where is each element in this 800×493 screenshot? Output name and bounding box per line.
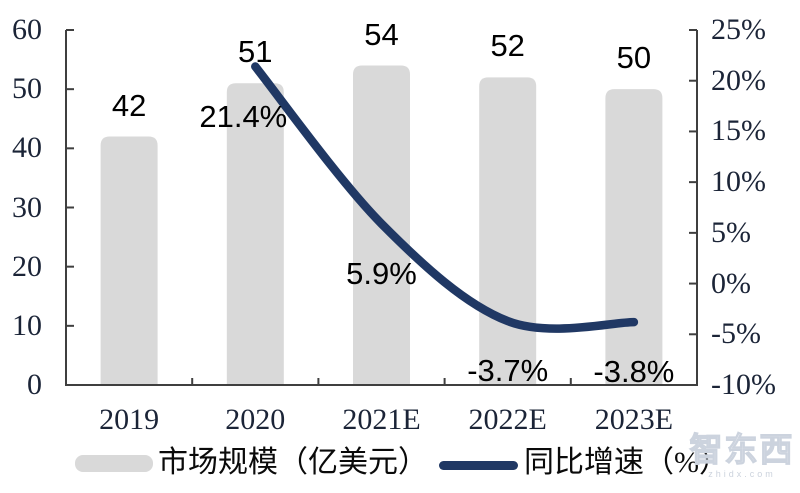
bar-2022E: [479, 77, 537, 385]
bar-value-label-2019: 42: [111, 87, 147, 123]
left-axis-label-40: 40: [12, 131, 42, 165]
left-axis-label-60: 60: [12, 13, 42, 46]
bar-value-label-2020: 51: [238, 34, 273, 70]
right-axis-label-0%: 0%: [711, 266, 751, 300]
bar-value-label-2021E: 54: [364, 16, 399, 52]
legend-bar-label: 市场规模（亿美元）: [158, 446, 428, 479]
x-axis-label-2021E: 2021E: [342, 403, 421, 436]
bar-value-label-2023E: 50: [616, 40, 652, 76]
x-axis-label-2019: 2019: [99, 403, 160, 436]
x-axis-label-2020: 2020: [225, 403, 286, 436]
growth-value-label-2023E: -3.8%: [593, 354, 675, 390]
bar-2019: [100, 136, 158, 385]
growth-value-label-2021E: 5.9%: [346, 255, 417, 291]
left-axis-label-0: 0: [27, 368, 42, 401]
right-axis-label--10%: -10%: [711, 368, 776, 401]
x-axis-label-2022E: 2022E: [468, 403, 547, 436]
growth-line: [251, 62, 639, 333]
right-axis-label-10%: 10%: [711, 165, 766, 199]
left-axis-label-50: 50: [12, 72, 42, 106]
right-axis-label-20%: 20%: [711, 63, 766, 97]
bar-2023E: [605, 89, 663, 386]
growth-value-label-2022E: -3.7%: [467, 353, 549, 389]
right-axis-label-15%: 15%: [711, 114, 766, 148]
legend-line-swatch: [439, 461, 518, 470]
growth-value-label-2020: 21.4%: [199, 98, 288, 134]
legend-bar-swatch: [75, 455, 153, 472]
left-axis-label-10: 10: [12, 308, 42, 342]
right-axis-label-5%: 5%: [711, 215, 751, 249]
left-axis-label-30: 30: [12, 190, 42, 224]
right-axis-label--5%: -5%: [711, 317, 761, 351]
right-axis-label-25%: 25%: [711, 13, 766, 46]
bar-value-label-2022E: 52: [490, 28, 525, 64]
bar-2020: [226, 83, 284, 385]
left-axis-label-20: 20: [12, 249, 42, 283]
legend-line-label: 同比增速（%）: [524, 446, 729, 479]
x-axis-label-2023E: 2023E: [594, 403, 674, 436]
